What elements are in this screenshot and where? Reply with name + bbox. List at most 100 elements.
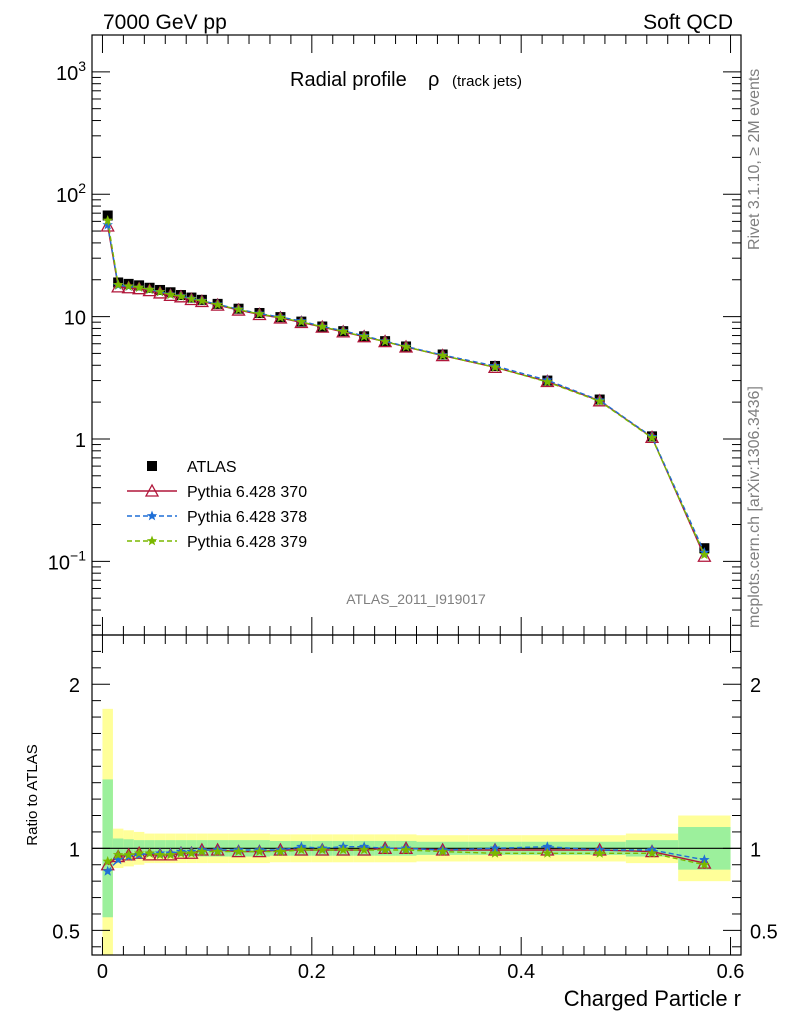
ratio-data-point xyxy=(154,849,166,860)
ratio-data-point xyxy=(699,859,710,870)
legend-marker xyxy=(144,483,160,497)
data-point xyxy=(154,286,166,297)
ratio-data-point xyxy=(699,854,710,865)
ratio-data-point xyxy=(144,847,155,858)
legend: ATLAS Pythia 6.428 370 Pythia 6.428 378 Pyt… xyxy=(127,459,307,551)
main-y-tick-label: 1 xyxy=(75,430,86,452)
ratio-data-point xyxy=(400,844,412,855)
ratio-data-point xyxy=(697,855,712,869)
series-pythia-6-428-379 xyxy=(102,215,710,560)
ratio-data-point xyxy=(437,846,448,857)
data-point xyxy=(542,376,553,387)
header-left-label: 7000 GeV pp xyxy=(103,11,227,34)
legend-entry: Pythia 6.428 370 xyxy=(127,483,307,501)
ratio-data-point xyxy=(186,847,197,858)
ratio-y-tick-label-right: 2 xyxy=(750,675,761,697)
side-text-bottom: mcplots.cern.ch [arXiv:1306.3436] xyxy=(746,386,763,628)
main-title-suffix: (track jets) xyxy=(452,73,522,90)
data-point xyxy=(212,299,223,310)
data-point xyxy=(186,293,197,304)
main-y-tick-labels: 10−1 1 10 102 103 xyxy=(48,58,86,574)
ratio-data-point xyxy=(275,846,286,857)
series-pythia-6-428-378 xyxy=(102,219,710,557)
data-point xyxy=(165,289,176,300)
ratio-data-point xyxy=(542,841,553,852)
ratio-data-point xyxy=(233,846,244,857)
main-y-tick-label: 103 xyxy=(56,58,86,85)
data-point xyxy=(144,284,155,295)
series-line xyxy=(107,224,706,553)
ratio-data-point xyxy=(123,849,134,860)
series-atlas xyxy=(102,210,710,554)
data-point xyxy=(437,350,448,360)
main-series-group xyxy=(100,210,712,562)
ratio-data-point xyxy=(254,846,265,857)
ratio-data-point xyxy=(296,844,307,855)
main-y-tick-label: 10−1 xyxy=(48,547,86,574)
side-text-top: Rivet 3.1.10, ≥ 2M events xyxy=(746,69,763,250)
ratio-data-point xyxy=(542,847,553,858)
ratio-y-tick-label-left: 0.5 xyxy=(52,921,80,943)
ratio-data-point xyxy=(196,846,208,857)
data-point xyxy=(379,336,391,346)
ratio-series-line xyxy=(107,849,705,866)
ratio-y-tick-label-right: 0.5 xyxy=(750,921,778,943)
data-point xyxy=(699,549,710,560)
main-axis-ticks xyxy=(92,34,741,635)
data-point xyxy=(296,316,307,327)
ratio-data-point xyxy=(112,849,124,860)
main-y-tick-label: 102 xyxy=(56,180,86,207)
legend-label: ATLAS xyxy=(187,459,237,476)
main-title: Radial profile xyxy=(290,69,407,91)
data-point xyxy=(697,548,712,562)
legend-marker xyxy=(147,461,157,471)
x-tick-label: 0.2 xyxy=(298,961,326,983)
data-point xyxy=(133,282,145,292)
data-point xyxy=(275,312,286,323)
ratio-data-point xyxy=(102,865,113,876)
ratio-data-point xyxy=(175,847,187,858)
data-point xyxy=(233,304,244,315)
x-axis-label: Charged Particle r xyxy=(564,986,741,1011)
data-point xyxy=(594,395,605,406)
legend-label: Pythia 6.428 370 xyxy=(187,484,307,501)
ratio-data-point xyxy=(212,846,223,857)
ratio-y-axis-label: Ratio to ATLAS xyxy=(24,744,41,845)
series-line xyxy=(107,220,706,556)
ratio-data-point xyxy=(379,844,391,855)
data-point xyxy=(196,295,208,306)
legend-entry: Pythia 6.428 379 xyxy=(127,534,307,551)
main-title-symbol: ρ xyxy=(428,69,439,91)
ratio-data-point xyxy=(317,844,328,855)
ratio-axis-ticks xyxy=(92,635,741,955)
analysis-watermark: ATLAS_2011_I919017 xyxy=(346,591,486,607)
data-point xyxy=(317,321,328,332)
data-point xyxy=(175,291,187,301)
ratio-uncertainty-bands xyxy=(102,708,731,955)
ratio-data-point xyxy=(489,847,501,858)
data-point xyxy=(646,432,658,443)
ratio-plot-frame xyxy=(91,634,742,956)
data-point xyxy=(254,308,265,319)
data-point xyxy=(100,218,115,232)
ratio-y-tick-label-left: 1 xyxy=(69,839,80,861)
series-line xyxy=(107,225,706,557)
ratio-y-tick-label-right: 1 xyxy=(750,839,761,861)
data-point xyxy=(338,326,349,336)
main-plot-panel: 10−1 1 10 102 103 Radial profile ρ (track je… xyxy=(48,34,742,636)
data-point xyxy=(123,280,134,291)
data-point xyxy=(102,215,113,225)
ratio-plot-panel: 0.5 0.5 1 1 2 2 0 0.2 0.4 0.6 Ratio to ATLAS Cha… xyxy=(24,634,778,1011)
ratio-data-point xyxy=(112,854,124,865)
legend-marker xyxy=(146,510,158,521)
legend-entry: ATLAS xyxy=(147,459,237,476)
ratio-x-tick-labels: 0 0.2 0.4 0.6 xyxy=(97,961,745,983)
legend-label: Pythia 6.428 378 xyxy=(187,509,307,526)
data-point xyxy=(489,361,501,372)
legend-entry: Pythia 6.428 378 xyxy=(127,509,307,526)
data-point xyxy=(400,341,412,352)
ratio-data-point xyxy=(594,847,605,858)
ratio-series-group xyxy=(100,840,712,876)
ratio-y-tick-labels: 0.5 0.5 1 1 2 2 xyxy=(52,675,778,943)
